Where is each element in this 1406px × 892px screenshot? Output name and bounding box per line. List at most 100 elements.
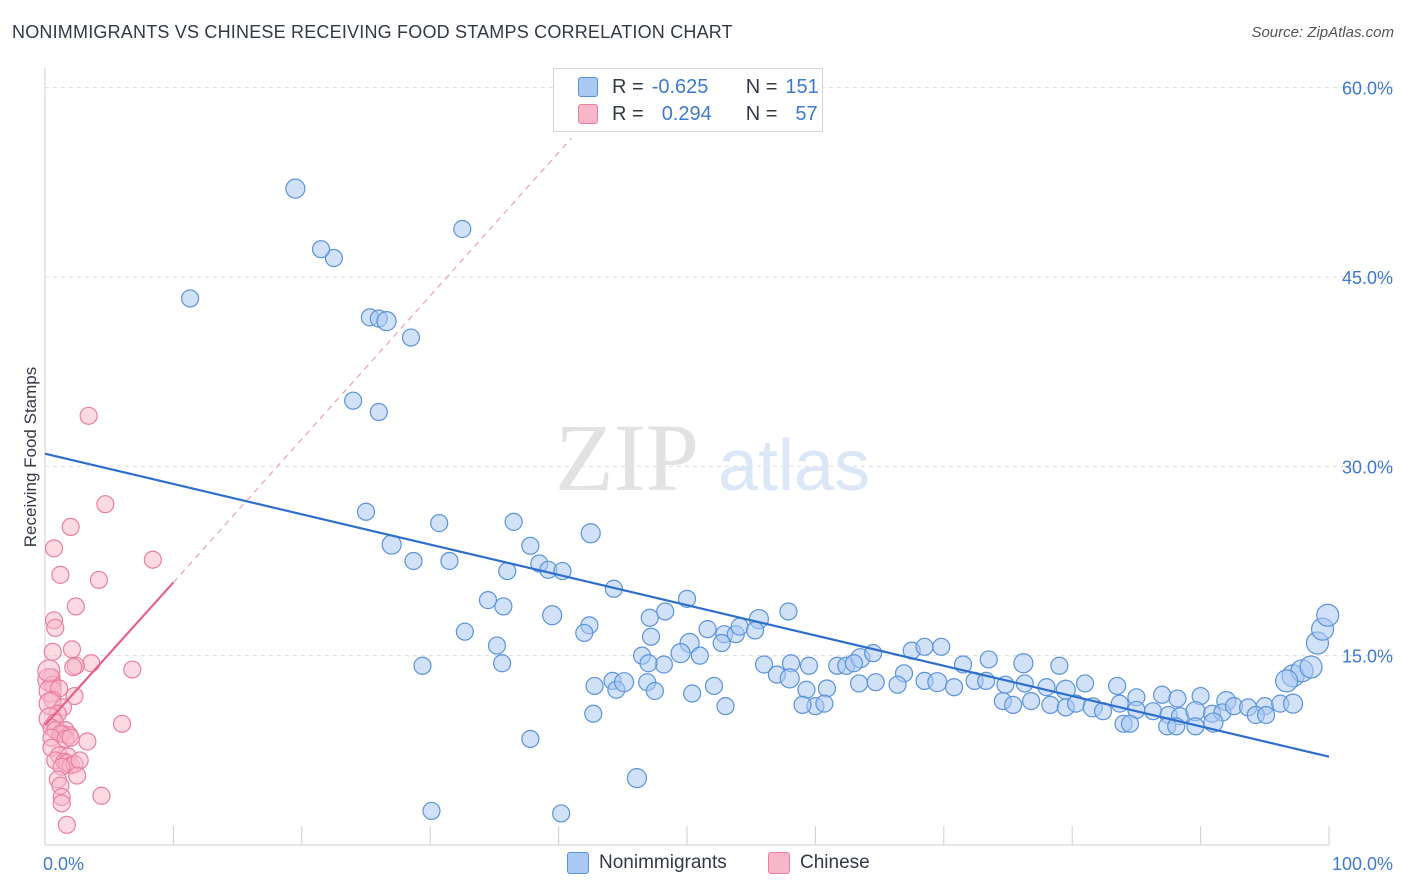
point-nonimmigrants	[1168, 689, 1187, 708]
point-nonimmigrants	[932, 637, 951, 656]
point-nonimmigrants	[344, 391, 363, 410]
point-chinese	[96, 495, 115, 514]
point-chinese	[79, 406, 98, 425]
point-nonimmigrants	[779, 602, 798, 621]
legend-n-label: N =	[745, 102, 778, 125]
trend-line-chinese	[44, 581, 175, 726]
point-nonimmigrants	[915, 637, 934, 656]
point-nonimmigrants	[815, 694, 834, 713]
legend-swatch-nonimmigrants	[567, 852, 589, 874]
point-nonimmigrants	[656, 602, 675, 621]
chart-title: NONIMMIGRANTS VS CHINESE RECEIVING FOOD …	[12, 22, 733, 42]
point-nonimmigrants	[521, 536, 540, 555]
point-nonimmigrants	[730, 617, 749, 636]
point-nonimmigrants	[404, 551, 423, 571]
point-nonimmigrants	[799, 656, 819, 675]
point-chinese	[92, 786, 111, 805]
point-nonimmigrants	[521, 729, 540, 749]
y-tick-label: 60.0%	[1342, 79, 1393, 99]
point-nonimmigrants	[712, 633, 731, 653]
point-nonimmigrants	[1275, 669, 1299, 693]
point-nonimmigrants	[1037, 678, 1056, 697]
legend-swatch-nonimmigrants	[578, 77, 598, 97]
point-chinese	[82, 654, 101, 673]
point-nonimmigrants	[180, 289, 200, 308]
trend-lines	[44, 137, 1330, 758]
legend-item-chinese: Chinese	[768, 852, 870, 874]
point-chinese	[46, 618, 65, 637]
y-axis-title: Receiving Food Stamps	[21, 367, 40, 547]
legend-r-label: R =	[612, 75, 644, 98]
point-nonimmigrants	[1022, 691, 1041, 711]
point-nonimmigrants	[888, 675, 907, 694]
legend-r-label: R =	[612, 102, 644, 125]
point-nonimmigrants	[716, 697, 735, 716]
point-nonimmigrants	[613, 672, 635, 693]
axes	[44, 68, 1330, 846]
point-chinese	[89, 570, 109, 590]
point-nonimmigrants	[639, 654, 658, 673]
point-nonimmigrants	[1013, 653, 1034, 674]
point-chinese	[66, 597, 85, 616]
point-nonimmigrants	[401, 328, 421, 347]
point-chinese	[112, 714, 132, 733]
point-chinese	[123, 660, 142, 679]
point-chinese	[44, 539, 64, 558]
point-chinese	[143, 550, 162, 569]
point-nonimmigrants	[944, 678, 964, 697]
point-nonimmigrants	[1282, 693, 1304, 714]
source-credit: Source: ZipAtlas.com	[1251, 24, 1394, 41]
point-nonimmigrants	[356, 502, 376, 521]
point-nonimmigrants	[311, 240, 331, 259]
point-chinese	[57, 815, 76, 834]
point-nonimmigrants	[552, 804, 571, 823]
watermark-zip: ZIP	[555, 404, 699, 511]
watermark: ZIP atlas	[555, 404, 870, 511]
point-nonimmigrants	[1004, 695, 1023, 714]
y-tick-label: 30.0%	[1342, 457, 1393, 477]
point-nonimmigrants	[585, 676, 604, 696]
point-nonimmigrants	[1256, 705, 1276, 725]
point-nonimmigrants	[844, 654, 864, 673]
point-chinese	[67, 766, 87, 785]
point-nonimmigrants	[285, 178, 306, 199]
series-chinese	[37, 406, 162, 834]
watermark-atlas: atlas	[718, 426, 870, 506]
point-nonimmigrants	[670, 643, 691, 664]
point-nonimmigrants	[683, 684, 702, 703]
point-chinese	[70, 751, 89, 770]
point-nonimmigrants	[745, 621, 765, 640]
point-nonimmigrants	[1041, 695, 1060, 714]
point-nonimmigrants	[979, 650, 998, 669]
point-nonimmigrants	[754, 655, 774, 674]
point-nonimmigrants	[430, 514, 449, 533]
point-nonimmigrants	[369, 402, 388, 422]
point-nonimmigrants	[455, 622, 474, 641]
point-chinese	[65, 686, 84, 706]
point-nonimmigrants	[1050, 656, 1069, 675]
point-nonimmigrants	[487, 636, 507, 655]
trend-extension-chinese	[172, 137, 572, 583]
correlation-legend: R = -0.625 N = 151 R = 0.294 N = 57	[553, 68, 823, 132]
point-nonimmigrants	[927, 672, 948, 693]
legend-label-nonimmigrants: Nonimmigrants	[599, 852, 727, 873]
legend-r-value: -0.625	[651, 75, 709, 98]
point-nonimmigrants	[779, 668, 800, 689]
point-nonimmigrants	[478, 591, 498, 610]
legend-label-chinese: Chinese	[800, 852, 870, 873]
y-tick-label: 45.0%	[1342, 268, 1393, 288]
point-nonimmigrants	[698, 620, 717, 639]
point-nonimmigrants	[704, 676, 724, 696]
point-nonimmigrants	[640, 608, 659, 627]
point-nonimmigrants	[493, 654, 512, 673]
point-nonimmigrants	[626, 767, 648, 789]
point-chinese	[61, 728, 80, 747]
point-chinese	[78, 732, 97, 751]
point-nonimmigrants	[690, 646, 709, 665]
point-nonimmigrants	[504, 512, 523, 531]
point-nonimmigrants	[1152, 685, 1172, 704]
point-nonimmigrants	[817, 679, 837, 698]
point-nonimmigrants	[584, 704, 603, 723]
legend-row-chinese: R = 0.294 N = 57	[578, 102, 818, 126]
point-nonimmigrants	[542, 605, 563, 626]
